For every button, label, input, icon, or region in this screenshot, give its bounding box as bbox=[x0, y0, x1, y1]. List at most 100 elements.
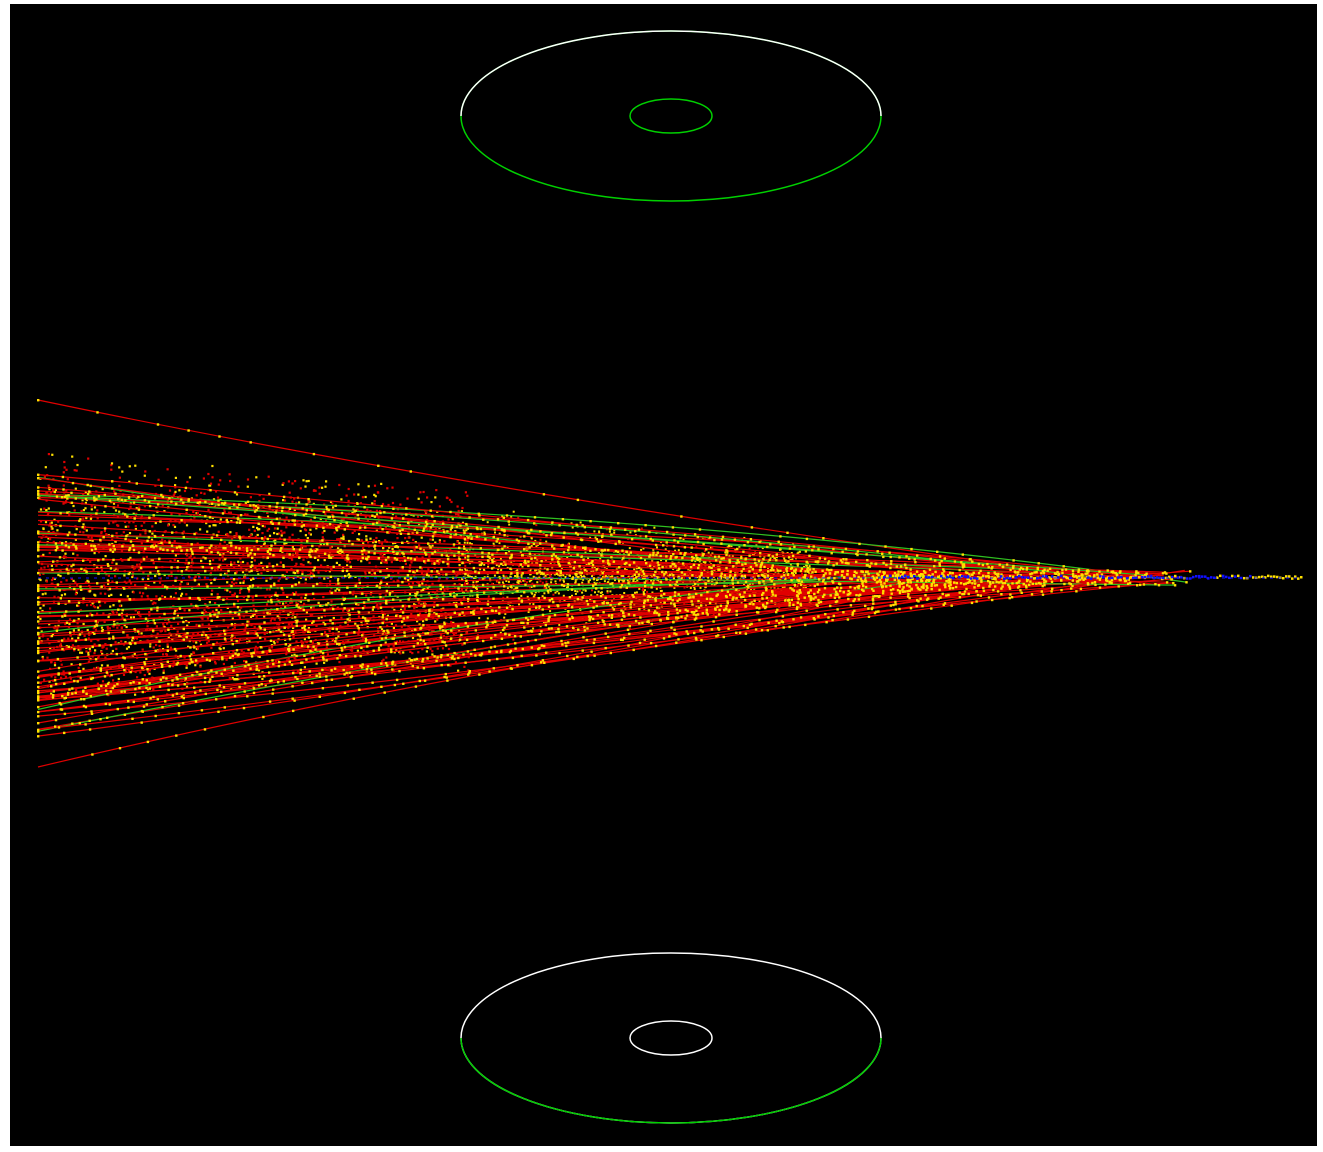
track-hit bbox=[885, 563, 888, 567]
track-hit bbox=[343, 673, 346, 676]
core-hit bbox=[131, 639, 134, 642]
core-hit bbox=[463, 595, 466, 598]
track-hit bbox=[788, 601, 791, 604]
core-hit bbox=[413, 575, 416, 578]
cloud-hit bbox=[596, 579, 598, 581]
cloud-hit bbox=[476, 580, 479, 583]
core-hit bbox=[205, 637, 208, 640]
core-hit bbox=[82, 531, 85, 534]
core-hit bbox=[225, 597, 229, 600]
core-hit bbox=[441, 647, 445, 650]
core-hit bbox=[127, 646, 130, 649]
core-hit bbox=[420, 567, 423, 570]
core-hit bbox=[199, 665, 202, 668]
track-hit bbox=[340, 511, 344, 515]
core-hit bbox=[131, 574, 134, 577]
core-hit bbox=[46, 491, 49, 494]
track-hit bbox=[707, 579, 710, 582]
cloud-hit bbox=[491, 582, 494, 585]
core-hit bbox=[118, 496, 122, 499]
cloud-hit bbox=[464, 636, 467, 639]
core-hit bbox=[255, 476, 258, 479]
core-hit bbox=[129, 505, 132, 508]
cloud-hit bbox=[570, 522, 573, 525]
cloud-hit bbox=[600, 591, 603, 594]
track-hit bbox=[465, 522, 468, 526]
cloud-hit bbox=[486, 521, 489, 524]
cloud-hit bbox=[711, 546, 714, 549]
cloud-hit bbox=[667, 574, 670, 577]
core-hit bbox=[443, 621, 446, 624]
track-hit bbox=[37, 486, 40, 489]
track-hit bbox=[1000, 587, 1003, 590]
core-hit bbox=[458, 614, 461, 617]
core-hit bbox=[216, 496, 220, 499]
core-hit bbox=[41, 593, 44, 596]
core-hit bbox=[409, 585, 412, 588]
cloud-hit bbox=[475, 580, 478, 583]
core-hit bbox=[305, 480, 308, 483]
cloud-hit bbox=[606, 591, 609, 594]
core-hit bbox=[204, 603, 207, 606]
core-hit bbox=[104, 656, 107, 659]
core-hit bbox=[465, 549, 468, 552]
track-hit bbox=[958, 568, 961, 572]
cloud-hit bbox=[618, 580, 620, 583]
cloud-hit bbox=[526, 581, 528, 584]
core-hit bbox=[315, 646, 318, 649]
core-hit bbox=[298, 581, 301, 584]
core-hit bbox=[311, 613, 314, 616]
core-hit bbox=[286, 659, 289, 662]
track-hit bbox=[152, 546, 155, 549]
core-hit bbox=[174, 609, 177, 612]
core-hit bbox=[168, 489, 172, 492]
core-hit bbox=[52, 488, 55, 491]
core-hit bbox=[235, 581, 238, 585]
core-hit bbox=[237, 560, 240, 563]
cloud-hit bbox=[508, 550, 511, 553]
core-hit bbox=[108, 627, 111, 630]
cloud-hit bbox=[473, 608, 476, 611]
core-hit bbox=[376, 627, 380, 630]
core-hit bbox=[166, 468, 169, 471]
core-hit bbox=[431, 582, 434, 585]
core-hit bbox=[154, 543, 157, 546]
track-hit bbox=[177, 597, 181, 600]
track-hit bbox=[208, 562, 212, 566]
core-hit bbox=[42, 604, 45, 607]
core-hit bbox=[416, 515, 420, 518]
core-hit bbox=[312, 502, 315, 505]
event-display-viewport bbox=[10, 4, 1317, 1146]
core-hit bbox=[317, 559, 320, 562]
core-hit bbox=[125, 647, 129, 650]
core-hit bbox=[109, 605, 112, 608]
track-hit bbox=[1098, 578, 1102, 581]
core-hit bbox=[164, 618, 167, 621]
core-hit bbox=[79, 609, 82, 612]
track-hit bbox=[1048, 567, 1052, 570]
core-hit bbox=[373, 484, 377, 487]
track-hit bbox=[187, 429, 190, 432]
core-hit bbox=[223, 541, 226, 544]
cloud-hit bbox=[495, 564, 498, 567]
core-hit bbox=[357, 558, 360, 561]
core-hit bbox=[254, 648, 257, 651]
track-hit bbox=[1185, 581, 1188, 584]
cloud-hit bbox=[523, 580, 526, 583]
core-hit bbox=[235, 570, 238, 573]
track-hit bbox=[481, 551, 484, 554]
core-hit bbox=[53, 595, 56, 598]
core-hit bbox=[50, 675, 53, 678]
cloud-hit bbox=[506, 587, 509, 589]
track-hit bbox=[372, 522, 375, 526]
core-hit bbox=[118, 510, 121, 513]
track-hit bbox=[669, 557, 672, 560]
track-hit bbox=[401, 528, 404, 531]
track-hit bbox=[817, 560, 820, 563]
core-hit bbox=[416, 620, 419, 623]
core-hit bbox=[403, 607, 406, 610]
top-inner-ring bbox=[629, 98, 713, 134]
core-hit bbox=[228, 541, 231, 544]
core-hit bbox=[364, 516, 367, 519]
core-hit bbox=[87, 457, 90, 460]
